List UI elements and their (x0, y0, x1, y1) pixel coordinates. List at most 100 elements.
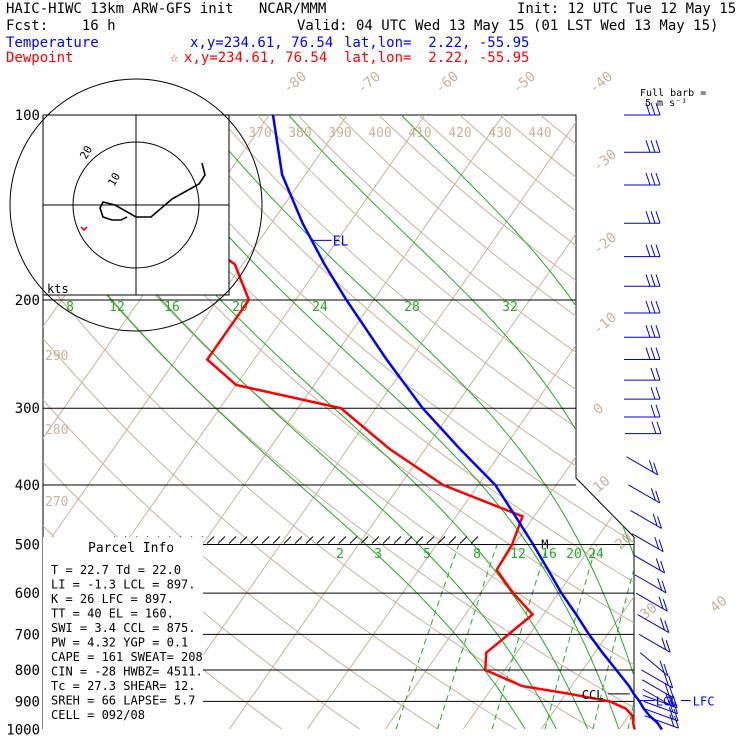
theta-label: 400 (368, 126, 391, 141)
isotherm-label: -40 (586, 69, 616, 98)
moist-adiabat-line (198, 115, 634, 729)
ccl-marker-label: CCL (582, 688, 604, 702)
parcel-info-row: Tc = 27.3 SHEAR= 12. (51, 679, 196, 693)
hatch-tick (349, 536, 358, 544)
header-forecast-hour: Fcst: 16 h (6, 18, 116, 34)
hodograph-trace (99, 162, 206, 221)
moist-adiabat-label: 32 (502, 300, 518, 315)
theta-label-left: 280 (45, 423, 68, 438)
legend-dewpoint-xy: x,y=234.61, 76.54 (184, 50, 328, 66)
wind-barb (624, 421, 662, 435)
isotherm-label: 30 (637, 600, 660, 623)
wind-barb-flag (655, 172, 661, 186)
hatch-tick (316, 536, 325, 544)
wind-barb (644, 707, 679, 722)
hatch-tick (272, 536, 281, 544)
wind-barb-flag (661, 637, 667, 650)
wind-barb-flag (655, 300, 661, 314)
hatch-tick (371, 536, 380, 544)
wind-barb-flag (654, 536, 660, 550)
wind-barb-flag (658, 596, 664, 609)
wind-barb (624, 244, 661, 258)
parcel-info-row: SREH = 66 LAPSE= 5.7 (51, 694, 196, 708)
wind-barb-flag (655, 386, 661, 400)
legend-dewpoint-star-icon: ☆ (170, 50, 179, 66)
wind-barb-staff (634, 574, 667, 594)
wind-barb (630, 509, 662, 529)
mixing-ratio-label: 8 (473, 547, 481, 562)
hatch-tick (206, 536, 215, 544)
wind-barb-flag (650, 488, 656, 501)
wind-barb-flag (668, 685, 674, 698)
isotherm-label: 40 (707, 593, 730, 616)
wind-barb-flag (645, 300, 651, 314)
melting-level-marker: M (541, 538, 548, 552)
wind-barb (626, 456, 659, 476)
dry-adiabat-line (216, 115, 634, 729)
moist-adiabat-label: 24 (312, 300, 328, 315)
wind-barb-staff (635, 592, 668, 612)
parcel-info-row: CELL = 092/08 (51, 708, 145, 722)
dry-adiabat-line (378, 115, 634, 729)
mixing-ratio-label: 5 (423, 547, 431, 562)
parcel-info-row: PW = 4.32 YGP = 0.1 (51, 636, 188, 650)
hatch-tick (261, 536, 270, 544)
wind-barb-flag (663, 673, 669, 686)
mixing-ratio-label: 20 (566, 547, 582, 562)
wind-barb-flag (645, 274, 651, 287)
legend-temperature-label: Temperature (6, 35, 99, 51)
wind-barb-flag (661, 580, 667, 593)
wind-barb-flag (655, 367, 661, 381)
wind-barb-staff (626, 456, 659, 476)
wind-barb-staff (630, 509, 662, 529)
wind-barb-flag (657, 516, 662, 529)
header-model-title: HAIC-HIWC 13km ARW-GFS init NCAR/MMM (6, 1, 327, 17)
wind-barb-flag (650, 244, 656, 257)
parcel-info-row: CIN = -28 HWBZ= 4511. (51, 665, 203, 679)
moist-adiabat-line (288, 115, 634, 729)
wind-barb-staff (633, 554, 665, 574)
isotherm-label: -80 (280, 69, 310, 98)
wind-barb (643, 693, 678, 709)
wind-barb (624, 274, 661, 287)
dry-adiabat-line (43, 115, 618, 729)
wind-barb-flag (650, 404, 656, 418)
hatch-tick (382, 536, 391, 544)
wind-barb-staff (641, 669, 673, 689)
wind-barb-flag (653, 462, 659, 476)
wind-barb-flag (652, 513, 658, 527)
moist-adiabat-line (126, 115, 620, 729)
mixing-ratio-line (436, 544, 498, 729)
hatch-tick (217, 536, 226, 544)
mixing-ratio-label: 16 (541, 547, 557, 562)
pressure-tick-label: 700 (15, 627, 40, 643)
theta-label: 380 (288, 126, 311, 141)
dry-adiabat-line (43, 115, 539, 729)
wind-barb-flag (655, 347, 661, 360)
wind-barb (624, 300, 661, 314)
hatch-tick (393, 536, 402, 544)
isotherm-line (297, 115, 634, 729)
dry-adiabat-line (135, 115, 634, 729)
moist-adiabat-label: 12 (109, 300, 125, 315)
pressure-tick-label: 1000 (6, 723, 40, 739)
isotherm-label: -60 (432, 69, 462, 98)
wind-barb-flag (655, 558, 661, 571)
wind-barb-flag (650, 367, 656, 381)
wind-barb-flag (645, 244, 651, 257)
dry-adiabat-line (499, 115, 634, 729)
wind-barb (624, 140, 661, 153)
hatch-tick (250, 536, 259, 544)
wind-barb (624, 347, 661, 361)
isotherm-line (43, 115, 348, 729)
isotherm-line (219, 115, 634, 729)
wind-barb-flag (655, 102, 661, 116)
wind-barb-flag (655, 490, 661, 504)
moist-adiabat-label: 28 (404, 300, 420, 315)
wind-barb-flag (664, 620, 670, 633)
wind-barb-flag (650, 211, 656, 224)
pressure-tick-label: 600 (15, 586, 40, 602)
parcel-info-row: SWI = 3.4 CCL = 875. (51, 621, 196, 635)
wind-barb-staff (644, 708, 679, 722)
